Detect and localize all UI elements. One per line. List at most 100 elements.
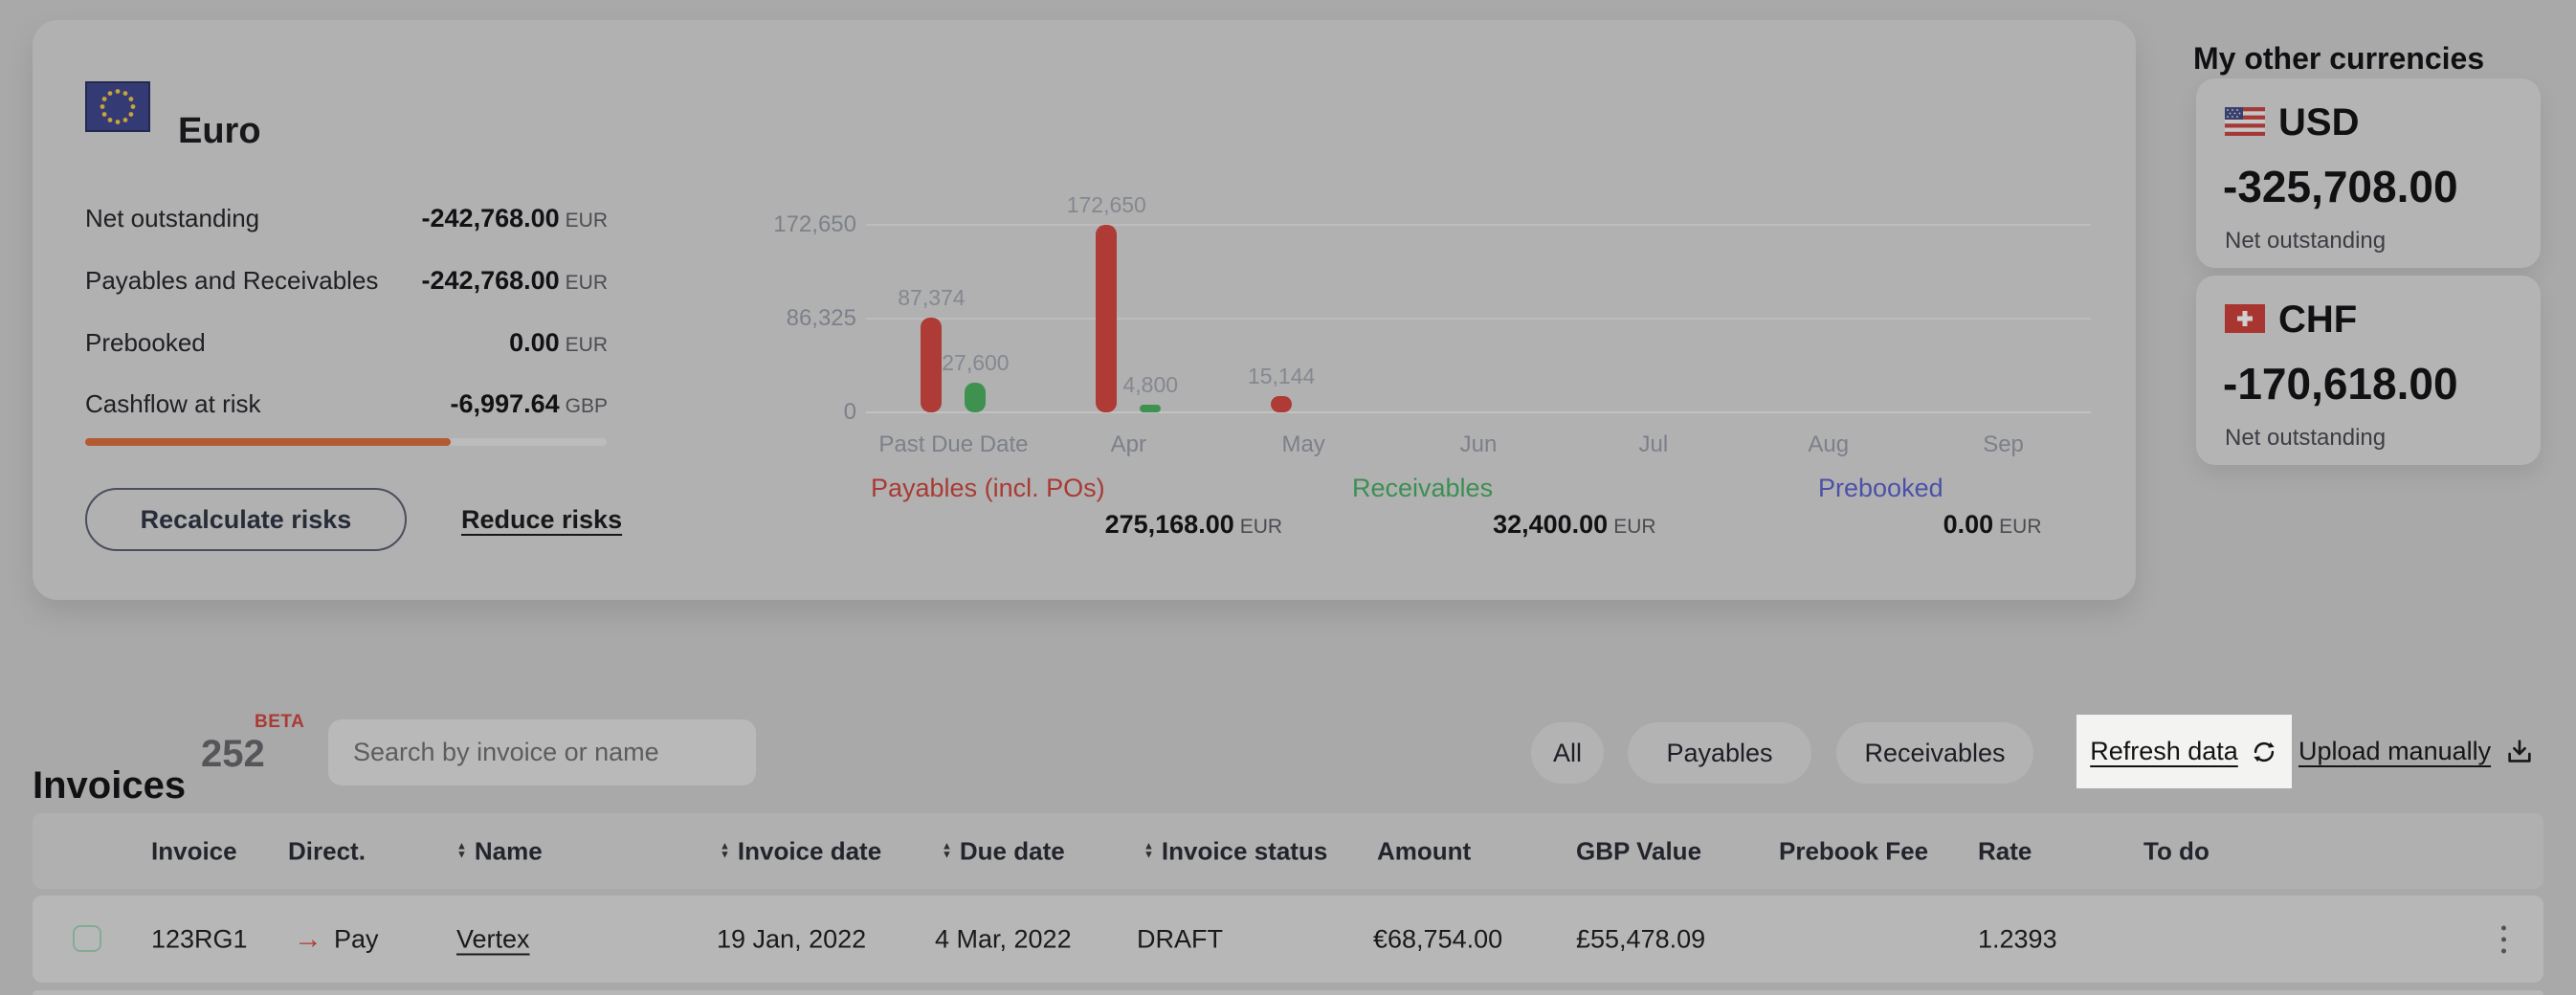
column-name[interactable]: ▲ ▼ Name [456,836,543,865]
risk-progress-fill [85,438,451,446]
legend-label: Payables (incl. POs) [871,474,1105,502]
sort-icon[interactable]: ▲ ▼ [720,840,730,861]
legend-value: 32,400.00 EUR [1493,510,1656,539]
ch-flag-icon [2225,304,2265,333]
receivables-bar [1140,405,1162,412]
filter-receivables-button[interactable]: Receivables [1836,722,2033,784]
x-axis-label: Aug [1808,431,1850,457]
payables-bar [1271,396,1293,412]
legend-label: Receivables [1352,474,1494,502]
filter-payables-button[interactable]: Payables [1628,722,1811,784]
x-axis-label: Jul [1638,431,1669,457]
cell-invoice-date: 19 Jan, 2022 [717,924,867,953]
cell-due-date: 4 Mar, 2022 [935,924,1072,953]
stat-value: -242,768.00 EUR [421,266,608,295]
refresh-data-highlight: Refresh data [2076,715,2292,788]
legend-value: 0.00 EUR [1943,510,2042,539]
row-menu-kebab-icon[interactable] [2501,925,2506,953]
row-checkbox[interactable] [73,925,101,952]
x-axis-label: Jun [1459,431,1498,457]
column-rate: Rate [1978,836,2032,865]
stat-label: Prebooked [85,328,206,357]
x-axis-label: May [1281,431,1325,457]
stat-prebooked: Prebooked 0.00 EUR [85,328,608,358]
y-axis-tick: 86,325 [786,305,856,331]
upload-manually-label: Upload manually [2298,737,2492,765]
download-tray-icon [2504,737,2535,767]
cell-status: DRAFT [1137,924,1223,953]
currency-caption: Net outstanding [2225,228,2387,254]
stat-label: Net outstanding [85,204,260,232]
payables-bar [1096,225,1118,412]
sort-icon[interactable]: ▲ ▼ [942,840,952,861]
bar-value-label: 15,144 [1247,364,1316,388]
refresh-icon[interactable] [2250,738,2278,766]
refresh-data-link[interactable]: Refresh data [2090,737,2238,765]
currency-value: -170,618.00 [2223,359,2458,409]
stat-net-outstanding: Net outstanding -242,768.00 EUR [85,204,608,233]
bar-value-label: 4,800 [1122,372,1179,397]
legend-payables: Payables (incl. POs) 275,168.00 EUR [871,474,1282,539]
legend-label: Prebooked [1818,474,1943,502]
stat-value: -6,997.64 GBP [450,389,608,418]
currency-code: USD [2278,101,2360,144]
beta-badge: BETA [255,712,305,732]
x-axis-label: Apr [1110,431,1146,457]
currency-card-chf[interactable]: CHF -170,618.00 Net outstanding [2196,276,2541,465]
currency-caption: Net outstanding [2225,425,2387,451]
x-axis-label: Past Due Date [878,431,1029,457]
gridline [866,224,2091,226]
next-table-row-partial [33,990,2543,995]
legend-prebooked: Prebooked 0.00 EUR [1818,474,2042,539]
column-prebook-fee: Prebook Fee [1779,836,1929,865]
column-invoice: Invoice [151,836,237,865]
stat-payables-receivables: Payables and Receivables -242,768.00 EUR [85,266,608,296]
column-invoice-status[interactable]: ▲ ▼ Invoice status [1144,836,1328,865]
column-amount: Amount [1377,836,1472,865]
currency-code: CHF [2278,298,2358,341]
euro-currency-card: Euro Net outstanding -242,768.00 EUR Paya… [33,20,2136,600]
cell-name-link[interactable]: Vertex [456,924,530,953]
cell-amount: €68,754.00 [1373,924,1503,953]
column-invoice-date[interactable]: ▲ ▼ Invoice date [720,836,882,865]
sort-icon[interactable]: ▲ ▼ [456,840,467,861]
eu-flag-icon [85,81,150,132]
cell-gbp-value: £55,478.09 [1576,924,1706,953]
sort-icon[interactable]: ▲ ▼ [1144,840,1154,861]
gridline [866,411,2091,413]
column-to-do: To do [2143,836,2210,865]
cell-direction: Pay [334,924,379,953]
currency-value: -325,708.00 [2223,162,2458,211]
invoice-table-header: Invoice Direct. ▲ ▼ Name ▲ ▼ Invoice date ▲ ▼… [33,813,2543,889]
invoices-count: 252 [201,733,265,775]
invoice-search-input[interactable] [328,719,756,785]
cell-invoice-id: 123RG1 [151,924,248,953]
reduce-risks-link[interactable]: Reduce risks [461,505,623,534]
x-axis-label: Sep [1983,431,2024,457]
pay-arrow-icon: → [294,922,322,955]
legend-value: 275,168.00 EUR [1104,510,1283,539]
bar-value-label: 87,374 [898,285,966,310]
filter-all-button[interactable]: All [1531,722,1604,784]
currency-title: Euro [178,111,261,152]
stat-label: Payables and Receivables [85,266,379,295]
stat-label: Cashflow at risk [85,389,261,418]
recalculate-risks-button[interactable]: Recalculate risks [85,488,407,551]
stat-value: 0.00 EUR [509,328,608,357]
table-row[interactable]: 123RG1 → Pay Vertex 19 Jan, 2022 4 Mar, … [33,896,2543,983]
column-gbp-value: GBP Value [1576,836,1702,865]
y-axis-tick: 172,650 [773,211,856,237]
bar-value-label: 27,600 [942,350,1010,375]
receivables-bar [965,383,987,412]
column-due-date[interactable]: ▲ ▼ Due date [942,836,1065,865]
risk-progress-bar [85,438,607,446]
column-direction: Direct. [288,836,366,865]
cell-rate: 1.2393 [1978,924,2057,953]
invoices-title: Invoices [33,764,187,807]
upload-manually-button[interactable]: Upload manually [2298,715,2535,788]
us-flag-icon [2225,107,2265,136]
y-axis-tick: 0 [843,399,856,425]
payables-bar [921,318,943,412]
currency-card-usd[interactable]: USD -325,708.00 Net outstanding [2196,78,2541,268]
